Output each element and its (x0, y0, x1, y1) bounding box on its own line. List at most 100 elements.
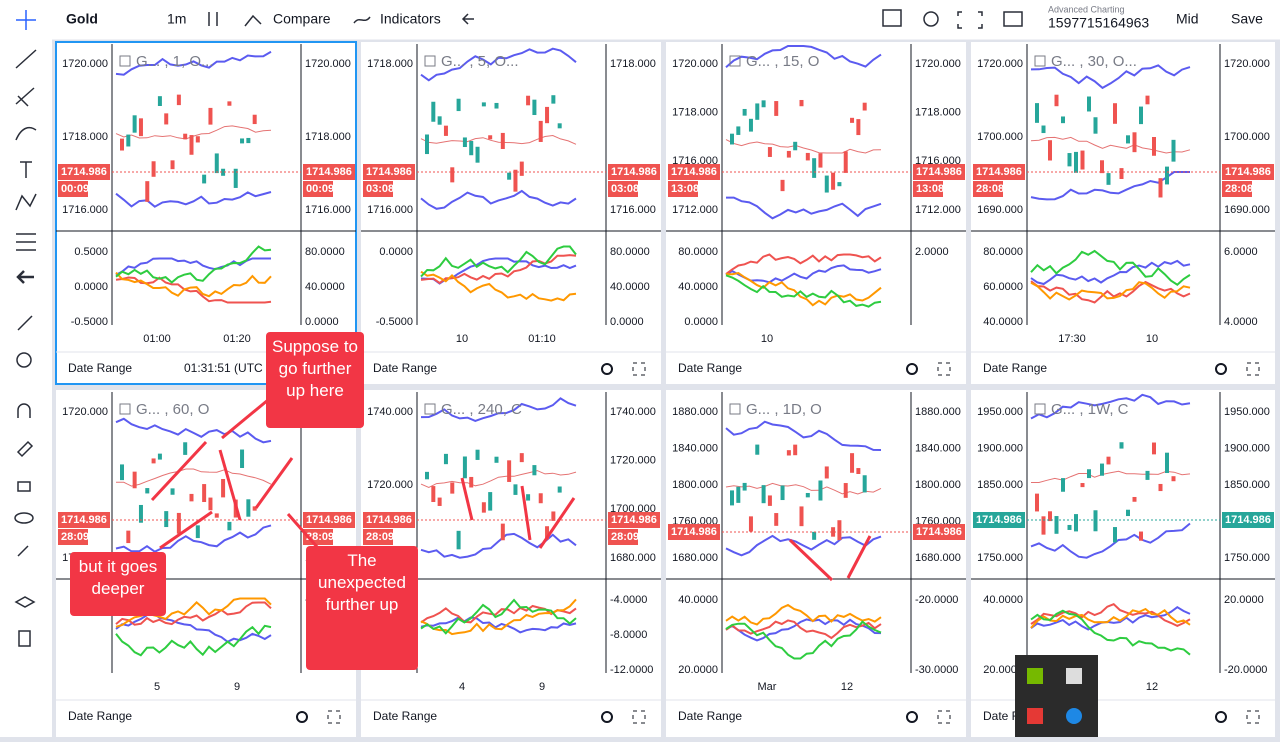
panel-checkbox[interactable] (424, 55, 436, 67)
annotation-text: but it goes deeper (79, 557, 157, 598)
fullscreen-icon[interactable] (937, 710, 951, 724)
time-label: 10 (456, 333, 468, 345)
y-tick-label: 1720.000 (672, 58, 718, 70)
candle (494, 456, 499, 463)
settings-icon[interactable] (906, 711, 918, 723)
fullscreen-icon[interactable] (1246, 710, 1260, 724)
account[interactable]: 1597715164963 (1048, 15, 1149, 31)
candle (469, 140, 474, 156)
y-tick-label: 1750.000 (977, 552, 1023, 564)
interval[interactable]: 1m (167, 11, 186, 27)
indicator-tick-label: 2.0000 (915, 246, 949, 258)
fullscreen-icon[interactable] (327, 710, 341, 724)
candle (551, 511, 556, 521)
indicator-line (420, 616, 577, 634)
date-range[interactable]: Date Range (678, 361, 742, 375)
indicator-tick-label: 0.5000 (74, 246, 108, 258)
date-range[interactable]: Date Range (678, 709, 742, 723)
fullscreen-icon[interactable] (632, 362, 646, 376)
indicators[interactable]: Indicators (380, 11, 441, 27)
mid[interactable]: Mid (1176, 11, 1199, 27)
candle (252, 114, 257, 125)
fullscreen-icon[interactable] (937, 362, 951, 376)
candle (462, 137, 467, 148)
brand: Advanced Charting (1048, 4, 1125, 14)
y-tick-label: 1718.000 (62, 131, 108, 143)
y-tick-label: 1700.000 (977, 131, 1023, 143)
indicator-line (725, 618, 882, 642)
price-label-bg (363, 512, 415, 528)
time-label: 01:20 (223, 333, 251, 345)
save[interactable]: Save (1231, 11, 1263, 27)
tray-icon[interactable] (1066, 668, 1082, 684)
chart-panel[interactable]: G... , 30, O... 1720.000 1700.000 1690.000 1… (971, 42, 1275, 384)
time-label: 12 (1146, 681, 1158, 693)
settings-icon[interactable] (601, 711, 613, 723)
indicator-tick-label: 40.0000 (983, 316, 1023, 328)
tray-icon[interactable] (1027, 668, 1043, 684)
price-label: 1714.986 (306, 166, 352, 178)
candle (736, 486, 741, 503)
panel-checkbox[interactable] (424, 403, 436, 415)
ma-line (420, 470, 577, 489)
chart-panel[interactable]: G... , 1, O... 1720.000 1718.000 1716.000 17… (55, 41, 357, 385)
date-range[interactable]: Date Range (373, 709, 437, 723)
candle (1061, 116, 1065, 124)
indicator-tick-label: -20.0000 (915, 594, 958, 606)
panel-checkbox[interactable] (1034, 55, 1046, 67)
settings-icon[interactable] (906, 363, 918, 375)
panel-checkbox[interactable] (119, 403, 131, 415)
candle (812, 158, 817, 178)
candle (532, 99, 537, 116)
tray-icon[interactable] (1066, 708, 1082, 724)
candle (786, 450, 791, 456)
candle (1152, 137, 1156, 156)
settings-icon[interactable] (1215, 363, 1227, 375)
candle (507, 172, 512, 180)
ma-line (115, 468, 272, 487)
band-line (115, 191, 272, 208)
date-range[interactable]: Date Range (68, 709, 132, 723)
settings-icon[interactable] (601, 363, 613, 375)
candle (519, 453, 524, 463)
settings-icon[interactable] (296, 711, 308, 723)
y-tick-label: 1740.000 (367, 406, 413, 418)
candle (850, 453, 855, 473)
fullscreen-icon[interactable] (632, 710, 646, 724)
settings-icon[interactable] (1215, 711, 1227, 723)
date-range[interactable]: Date Range (373, 361, 437, 375)
panel-checkbox[interactable] (729, 403, 741, 415)
y-tick-label: 1718.000 (367, 58, 413, 70)
candle (837, 182, 842, 187)
compare[interactable]: Compare (273, 11, 331, 27)
chart-panel[interactable]: G... , 60, O1720.0001700.0001720.0001700… (56, 390, 356, 737)
candle (1119, 442, 1124, 449)
indicator-tick-label: -0.5000 (376, 316, 413, 328)
indicator-line (115, 611, 272, 643)
candle (450, 167, 455, 183)
candle (481, 102, 486, 107)
countdown-bg (608, 181, 638, 197)
panel-checkbox[interactable] (1034, 403, 1046, 415)
fullscreen-icon[interactable] (1246, 362, 1260, 376)
candle (138, 504, 143, 523)
panel-checkbox[interactable] (729, 55, 741, 67)
candle (120, 138, 124, 151)
indicator-line (1030, 259, 1191, 286)
indicator-line (420, 270, 577, 302)
candle (145, 488, 150, 494)
band-line (420, 397, 577, 422)
candle (1126, 135, 1130, 144)
candle (1067, 524, 1072, 530)
chart-panel[interactable]: G... , 5, O... 1718.000 1716.000 1718.000 17… (361, 42, 661, 384)
candle (1067, 153, 1072, 167)
annotation-arrow (254, 457, 294, 509)
symbol[interactable]: Gold (66, 11, 98, 27)
chart-panel[interactable]: G... , 15, O1720.0001718.0001716.0001712… (666, 42, 966, 384)
y-tick-label: 1840.000 (672, 442, 718, 454)
date-range[interactable]: Date Range (68, 361, 132, 375)
panel-checkbox[interactable] (119, 55, 131, 67)
candle (214, 513, 219, 518)
tray-icon[interactable] (1027, 708, 1043, 724)
date-range[interactable]: Date Range (983, 361, 1047, 375)
